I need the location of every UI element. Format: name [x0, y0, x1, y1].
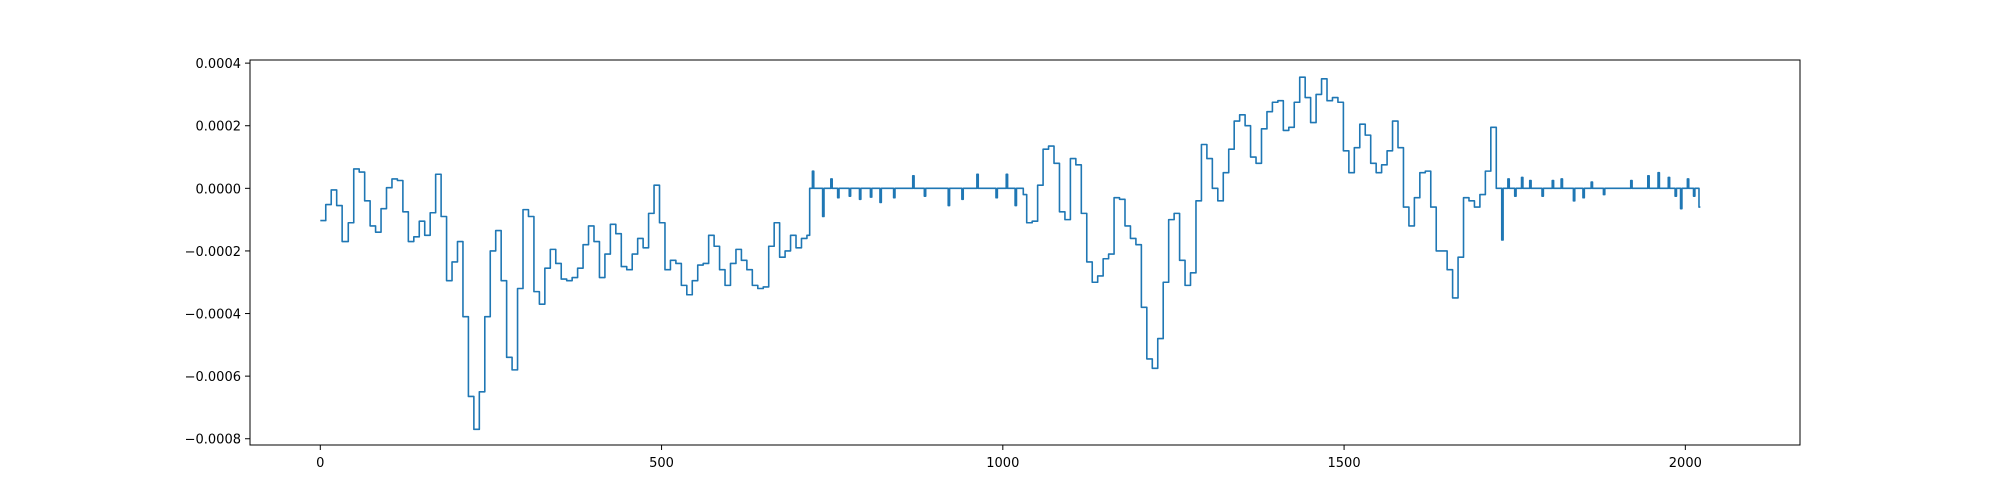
y-tick-label: −0.0006 — [185, 370, 241, 385]
x-tick-label: 500 — [649, 456, 674, 471]
x-axis: 0 500 1000 1500 2000 — [316, 445, 1702, 471]
x-tick-label: 0 — [316, 456, 324, 471]
plot-area — [320, 76, 1701, 431]
y-tick-label: −0.0008 — [185, 433, 241, 448]
x-tick-label: 1000 — [986, 456, 1019, 471]
y-tick-label: 0.0004 — [196, 57, 242, 72]
y-tick-label: −0.0004 — [185, 308, 241, 323]
y-tick-label: 0.0002 — [196, 120, 242, 135]
y-axis: 0.0004 0.0002 0.0000 −0.0002 −0.0004 −0.0006 −… — [185, 57, 250, 448]
axes-frame — [249, 59, 1801, 446]
x-tick-label: 1500 — [1328, 456, 1361, 471]
y-tick-label: 0.0000 — [196, 182, 242, 197]
series-line-0 — [320, 76, 1701, 431]
x-tick-label: 2000 — [1669, 456, 1702, 471]
y-tick-label: −0.0002 — [185, 245, 241, 260]
